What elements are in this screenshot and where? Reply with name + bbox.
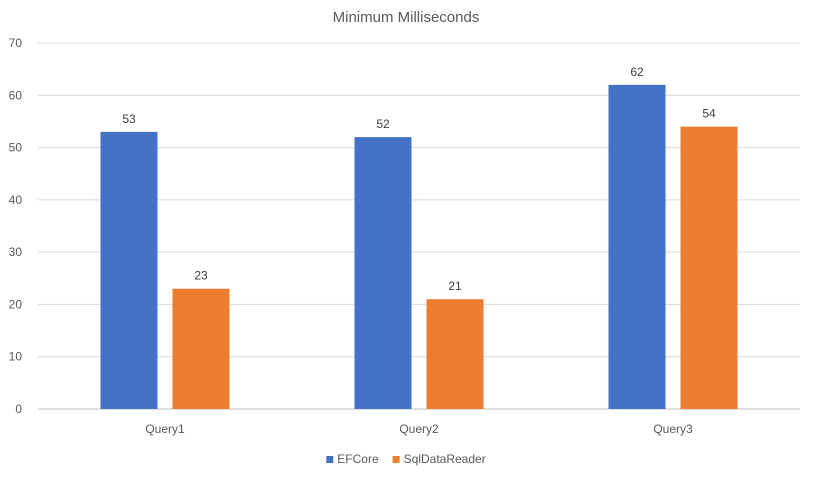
bar-sqldatareader-query1	[172, 288, 230, 409]
legend-swatch-efcore	[326, 456, 334, 463]
data-label-efcore-query1: 53	[122, 112, 136, 126]
y-tick-label-30: 30	[9, 245, 23, 259]
y-tick-label-60: 60	[9, 88, 23, 102]
y-tick-label-0: 0	[15, 402, 22, 416]
legend-item-efcore: EFCore	[326, 452, 379, 466]
bar-sqldatareader-query3	[680, 126, 738, 410]
data-label-efcore-query3: 62	[630, 65, 644, 79]
legend-item-sqldatareader: SqlDataReader	[392, 452, 486, 466]
data-label-sqldatareader-query2: 21	[448, 279, 462, 293]
data-label-sqldatareader-query1: 23	[194, 269, 208, 283]
y-tick-label-10: 10	[9, 350, 23, 364]
legend-label-efcore: EFCore	[337, 452, 379, 466]
gridlines	[38, 42, 800, 410]
bars: 53 23 52 21 62 54	[100, 65, 738, 410]
y-tick-label-50: 50	[9, 141, 23, 155]
x-tick-label-query3: Query3	[653, 422, 693, 436]
y-tick-label-70: 70	[9, 36, 23, 50]
bar-efcore-query1	[100, 131, 158, 409]
y-tick-label-40: 40	[9, 193, 23, 207]
legend-swatch-sqldatareader	[392, 456, 400, 463]
chart-title: Minimum Milliseconds	[333, 9, 480, 26]
y-tick-label-20: 20	[9, 297, 23, 311]
bar-efcore-query2	[354, 137, 412, 409]
bar-sqldatareader-query2	[426, 299, 484, 409]
bar-efcore-query3	[608, 84, 666, 409]
data-label-efcore-query2: 52	[376, 117, 390, 131]
legend: EFCore SqlDataReader	[326, 452, 486, 466]
data-label-sqldatareader-query3: 54	[702, 107, 716, 121]
legend-label-sqldatareader: SqlDataReader	[404, 452, 486, 466]
x-axis: Query1 Query2 Query3	[145, 422, 693, 436]
y-axis: 0 10 20 30 40 50 60 70	[9, 36, 23, 416]
x-tick-label-query2: Query2	[399, 422, 439, 436]
x-tick-label-query1: Query1	[145, 422, 185, 436]
